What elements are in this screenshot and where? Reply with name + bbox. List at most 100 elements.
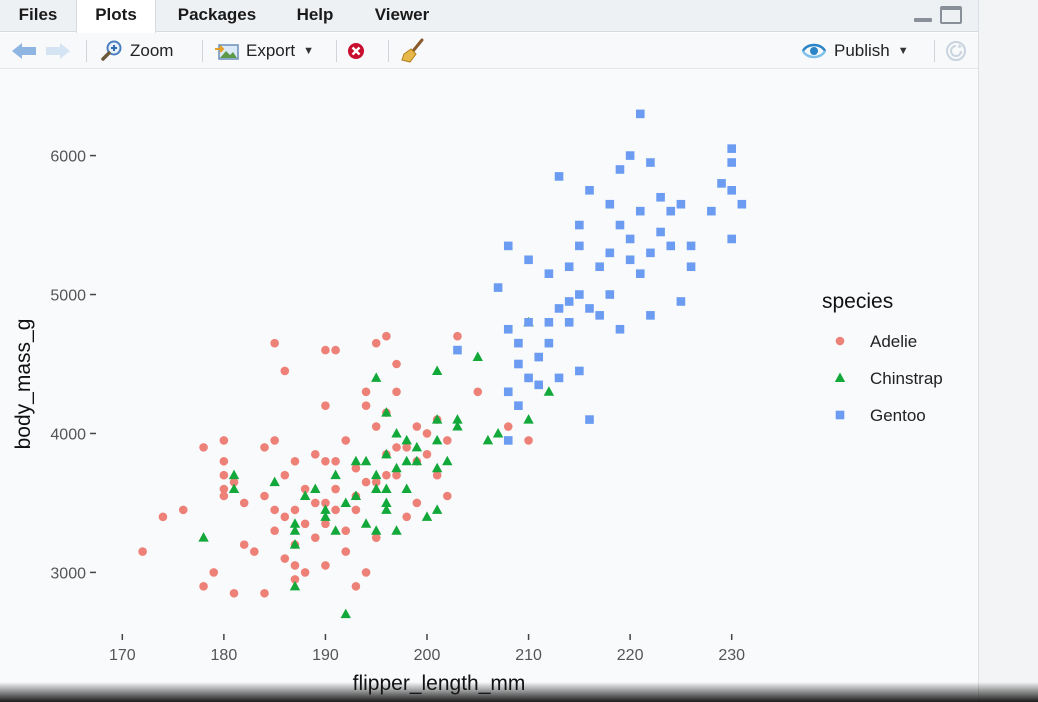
gentoo-point xyxy=(544,318,554,327)
adelie-point xyxy=(331,484,340,494)
clear-all-plots-button[interactable] xyxy=(400,37,426,65)
adelie-point xyxy=(290,456,300,466)
adelie-point xyxy=(138,547,147,556)
chinstrap-point xyxy=(371,525,382,535)
chinstrap-point xyxy=(289,518,301,528)
chinstrap-point xyxy=(340,608,351,619)
chinstrap-point xyxy=(330,525,341,535)
arrow-left-icon xyxy=(12,43,36,59)
gentoo-point xyxy=(737,199,747,209)
x-tick-label: 220 xyxy=(617,647,644,664)
chinstrap-point xyxy=(431,434,443,445)
chinstrap-point xyxy=(421,511,433,521)
adelie-point xyxy=(239,540,249,549)
adelie-point xyxy=(402,512,411,522)
chinstrap-point xyxy=(411,441,423,452)
gentoo-point xyxy=(503,324,513,334)
adelie-point xyxy=(239,498,249,508)
chinstrap-point xyxy=(391,462,402,473)
gentoo-point xyxy=(646,158,655,167)
adelie-point xyxy=(280,366,290,376)
y-tick-label: 3000 xyxy=(50,565,86,582)
adelie-point xyxy=(432,470,442,480)
gentoo-point xyxy=(717,179,726,188)
adelie-point xyxy=(260,443,269,452)
toolbar-divider xyxy=(202,40,203,62)
adelie-point xyxy=(392,470,401,480)
gentoo-point xyxy=(544,269,554,278)
gentoo-point xyxy=(615,324,625,334)
adelie-point xyxy=(371,533,381,542)
gentoo-point xyxy=(554,172,564,181)
gentoo-point xyxy=(656,192,665,202)
tab-packages-label: Packages xyxy=(177,5,257,24)
plot-panel: 3000400050006000170180190200210220230fli… xyxy=(0,70,978,702)
toolbar-divider xyxy=(388,40,389,62)
adelie-point xyxy=(443,436,452,445)
toolbar-divider xyxy=(86,40,87,62)
adelie-point xyxy=(310,498,320,508)
publish-icon xyxy=(801,43,827,59)
legend-label-gentoo: Gentoo xyxy=(870,406,926,425)
gentoo-point xyxy=(503,436,513,445)
gentoo-point xyxy=(635,109,645,119)
remove-plot-button[interactable] xyxy=(346,37,366,65)
gentoo-point xyxy=(646,248,655,258)
tab-plots-label: Plots xyxy=(95,5,137,24)
adelie-point xyxy=(300,519,310,529)
gentoo-point xyxy=(666,241,676,251)
tab-files[interactable]: Files xyxy=(0,0,76,32)
adelie-point xyxy=(331,505,340,515)
gentoo-point xyxy=(514,401,523,410)
zoom-button[interactable]: Zoom xyxy=(100,37,173,65)
chinstrap-point xyxy=(350,490,362,500)
adelie-point xyxy=(280,554,290,563)
adelie-point xyxy=(524,436,533,445)
adelie-point xyxy=(199,443,208,452)
chevron-down-icon: ▼ xyxy=(897,45,909,57)
gentoo-point xyxy=(544,338,554,348)
tab-viewer[interactable]: Viewer xyxy=(352,0,452,32)
y-tick-label: 6000 xyxy=(50,149,86,166)
adelie-point xyxy=(229,588,239,598)
publish-button[interactable]: Publish ▼ xyxy=(800,37,909,65)
chinstrap-point xyxy=(401,483,412,494)
gentoo-point xyxy=(585,415,594,424)
export-button[interactable]: Export ▼ xyxy=(214,37,314,65)
adelie-point xyxy=(321,519,330,529)
adelie-point xyxy=(351,582,361,591)
tab-packages[interactable]: Packages xyxy=(156,0,278,32)
gentoo-point xyxy=(707,206,716,216)
chinstrap-point xyxy=(431,365,443,375)
adelie-point xyxy=(371,338,381,348)
tab-plots[interactable]: Plots xyxy=(76,0,156,33)
forward-button[interactable] xyxy=(44,37,72,65)
adelie-point xyxy=(300,568,310,577)
y-tick-label: 4000 xyxy=(50,426,86,443)
legend-label-adelie: Adelie xyxy=(870,332,917,351)
adelie-point xyxy=(341,547,351,556)
back-button[interactable] xyxy=(10,37,38,65)
adelie-point xyxy=(158,512,168,522)
adelie-point xyxy=(331,456,340,466)
gentoo-point xyxy=(605,290,615,299)
adelie-point xyxy=(300,484,310,494)
tab-help[interactable]: Help xyxy=(278,0,352,32)
legend-label-chinstrap: Chinstrap xyxy=(870,369,943,388)
maximize-pane-button[interactable] xyxy=(940,6,962,24)
minimize-pane-button[interactable] xyxy=(912,6,934,24)
chinstrap-point xyxy=(452,414,463,424)
export-label: Export xyxy=(246,41,296,60)
refresh-button[interactable] xyxy=(944,37,968,65)
gentoo-point xyxy=(625,234,635,244)
gentoo-point xyxy=(646,311,655,320)
chinstrap-point xyxy=(289,580,301,591)
adelie-point xyxy=(280,470,290,480)
chinstrap-point xyxy=(289,539,301,549)
gentoo-point xyxy=(676,199,686,209)
adelie-point xyxy=(270,436,279,445)
adelie-point xyxy=(361,387,371,397)
gentoo-point xyxy=(615,220,625,230)
gentoo-point xyxy=(605,248,615,258)
adelie-point xyxy=(250,547,259,556)
